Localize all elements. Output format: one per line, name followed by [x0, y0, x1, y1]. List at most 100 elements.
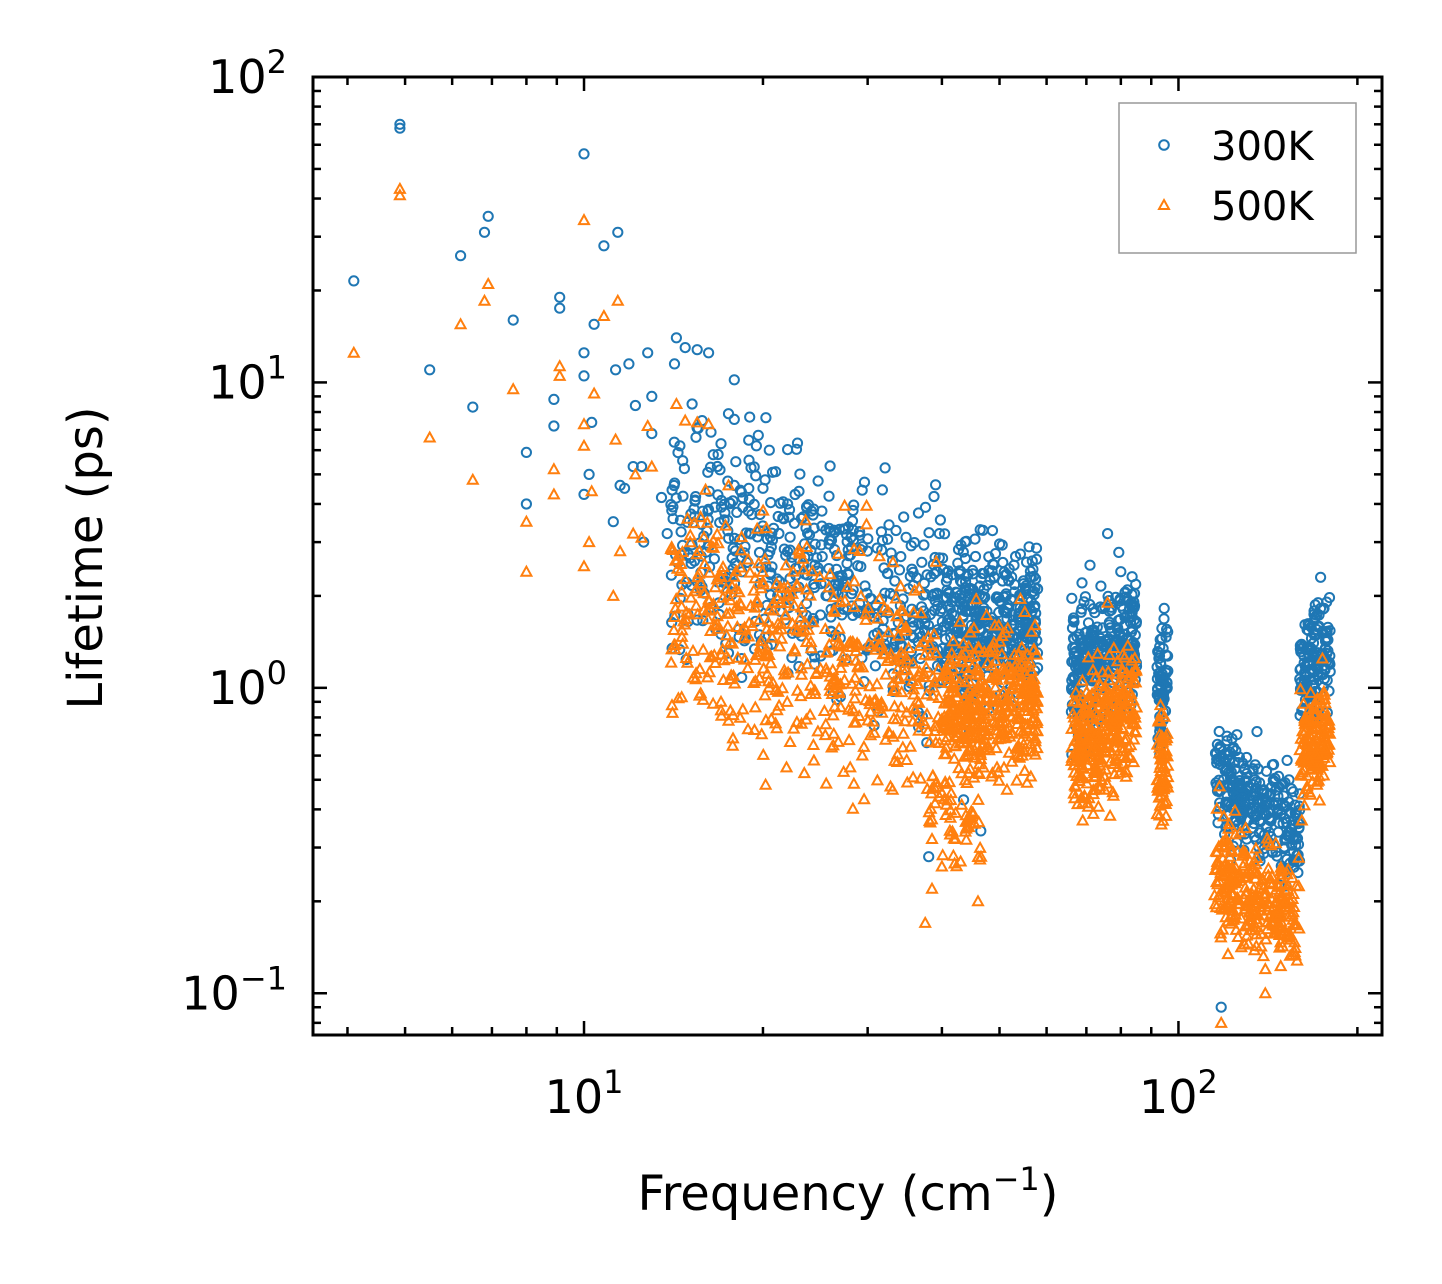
data-point	[1279, 883, 1293, 896]
data-point	[967, 583, 979, 595]
data-point	[900, 752, 914, 765]
data-point	[1109, 707, 1124, 720]
data-point	[905, 673, 920, 686]
data-point	[1030, 741, 1044, 754]
data-point	[918, 539, 930, 551]
data-point	[1220, 860, 1234, 873]
data-point	[977, 712, 991, 725]
data-point	[893, 564, 906, 576]
data-point	[623, 358, 635, 370]
x-tick-label-base: 10	[545, 1070, 604, 1124]
data-point	[773, 527, 785, 540]
data-point	[1301, 624, 1313, 636]
data-point	[759, 649, 773, 662]
data-point	[1298, 724, 1312, 737]
data-point	[577, 438, 591, 451]
data-point	[748, 600, 762, 613]
data-point	[806, 615, 820, 628]
data-point	[697, 556, 712, 569]
data-point	[890, 671, 904, 684]
data-point	[936, 642, 949, 655]
x-axis-label-close: )	[1040, 1166, 1059, 1222]
data-point	[896, 726, 911, 739]
data-point	[942, 696, 957, 709]
data-point	[1215, 1001, 1227, 1013]
data-point	[678, 463, 691, 475]
data-point	[667, 513, 679, 525]
data-point	[1066, 622, 1079, 634]
data-point	[983, 703, 997, 716]
data-point	[963, 761, 977, 774]
data-point	[1069, 685, 1083, 698]
data-point	[839, 523, 851, 535]
data-point	[1320, 635, 1332, 647]
data-point	[870, 611, 885, 624]
data-point	[586, 416, 598, 428]
data-point	[966, 807, 980, 820]
data-point	[790, 623, 804, 636]
data-point	[814, 609, 827, 621]
data-point	[924, 786, 939, 799]
data-point	[741, 722, 755, 735]
data-point	[861, 713, 875, 726]
data-point	[671, 691, 686, 704]
data-point	[1150, 773, 1164, 786]
data-point	[1232, 896, 1246, 909]
data-point	[1213, 900, 1228, 913]
data-point	[779, 596, 793, 609]
data-point	[1024, 737, 1038, 750]
data-point	[696, 642, 710, 655]
data-point	[1251, 726, 1263, 738]
data-point	[1095, 580, 1107, 592]
data-point	[1253, 794, 1265, 806]
data-point	[675, 623, 689, 636]
data-point	[1234, 911, 1248, 924]
data-point	[424, 364, 436, 376]
data-point	[972, 663, 986, 676]
data-point	[634, 530, 649, 543]
data-point	[989, 741, 1003, 754]
data-point	[1264, 789, 1277, 801]
data-point	[794, 716, 809, 729]
data-point	[969, 592, 983, 605]
data-point	[347, 345, 361, 358]
data-point	[1001, 607, 1013, 619]
data-point	[703, 623, 718, 636]
data-point	[1213, 785, 1225, 798]
data-point	[477, 293, 492, 306]
data-point	[910, 694, 924, 707]
data-point	[992, 773, 1006, 786]
data-point	[927, 675, 941, 688]
data-point	[667, 609, 682, 622]
data-point	[758, 777, 773, 790]
data-point	[764, 656, 778, 669]
data-point	[1254, 777, 1266, 789]
data-point	[926, 688, 940, 701]
data-point	[967, 742, 982, 755]
data-point	[857, 739, 871, 752]
data-point	[837, 498, 852, 511]
data-point	[1290, 839, 1302, 851]
data-point	[1116, 722, 1130, 735]
data-point	[1000, 715, 1014, 728]
data-point	[1258, 886, 1272, 899]
data-point	[1262, 899, 1276, 912]
data-point	[670, 552, 684, 565]
data-point	[974, 849, 988, 862]
data-point	[847, 542, 861, 555]
data-point	[1234, 781, 1247, 793]
data-point	[1068, 616, 1080, 628]
data-point	[741, 552, 755, 565]
data-point	[578, 148, 590, 160]
data-point	[1024, 571, 1036, 583]
data-point	[921, 569, 933, 581]
data-point	[1153, 650, 1166, 662]
data-point	[612, 226, 624, 238]
data-point	[950, 586, 962, 598]
data-point	[1225, 886, 1239, 899]
data-point	[1161, 623, 1173, 636]
data-point	[718, 518, 733, 531]
data-point	[1270, 908, 1284, 921]
data-point	[1080, 734, 1094, 747]
data-point	[1020, 580, 1032, 592]
